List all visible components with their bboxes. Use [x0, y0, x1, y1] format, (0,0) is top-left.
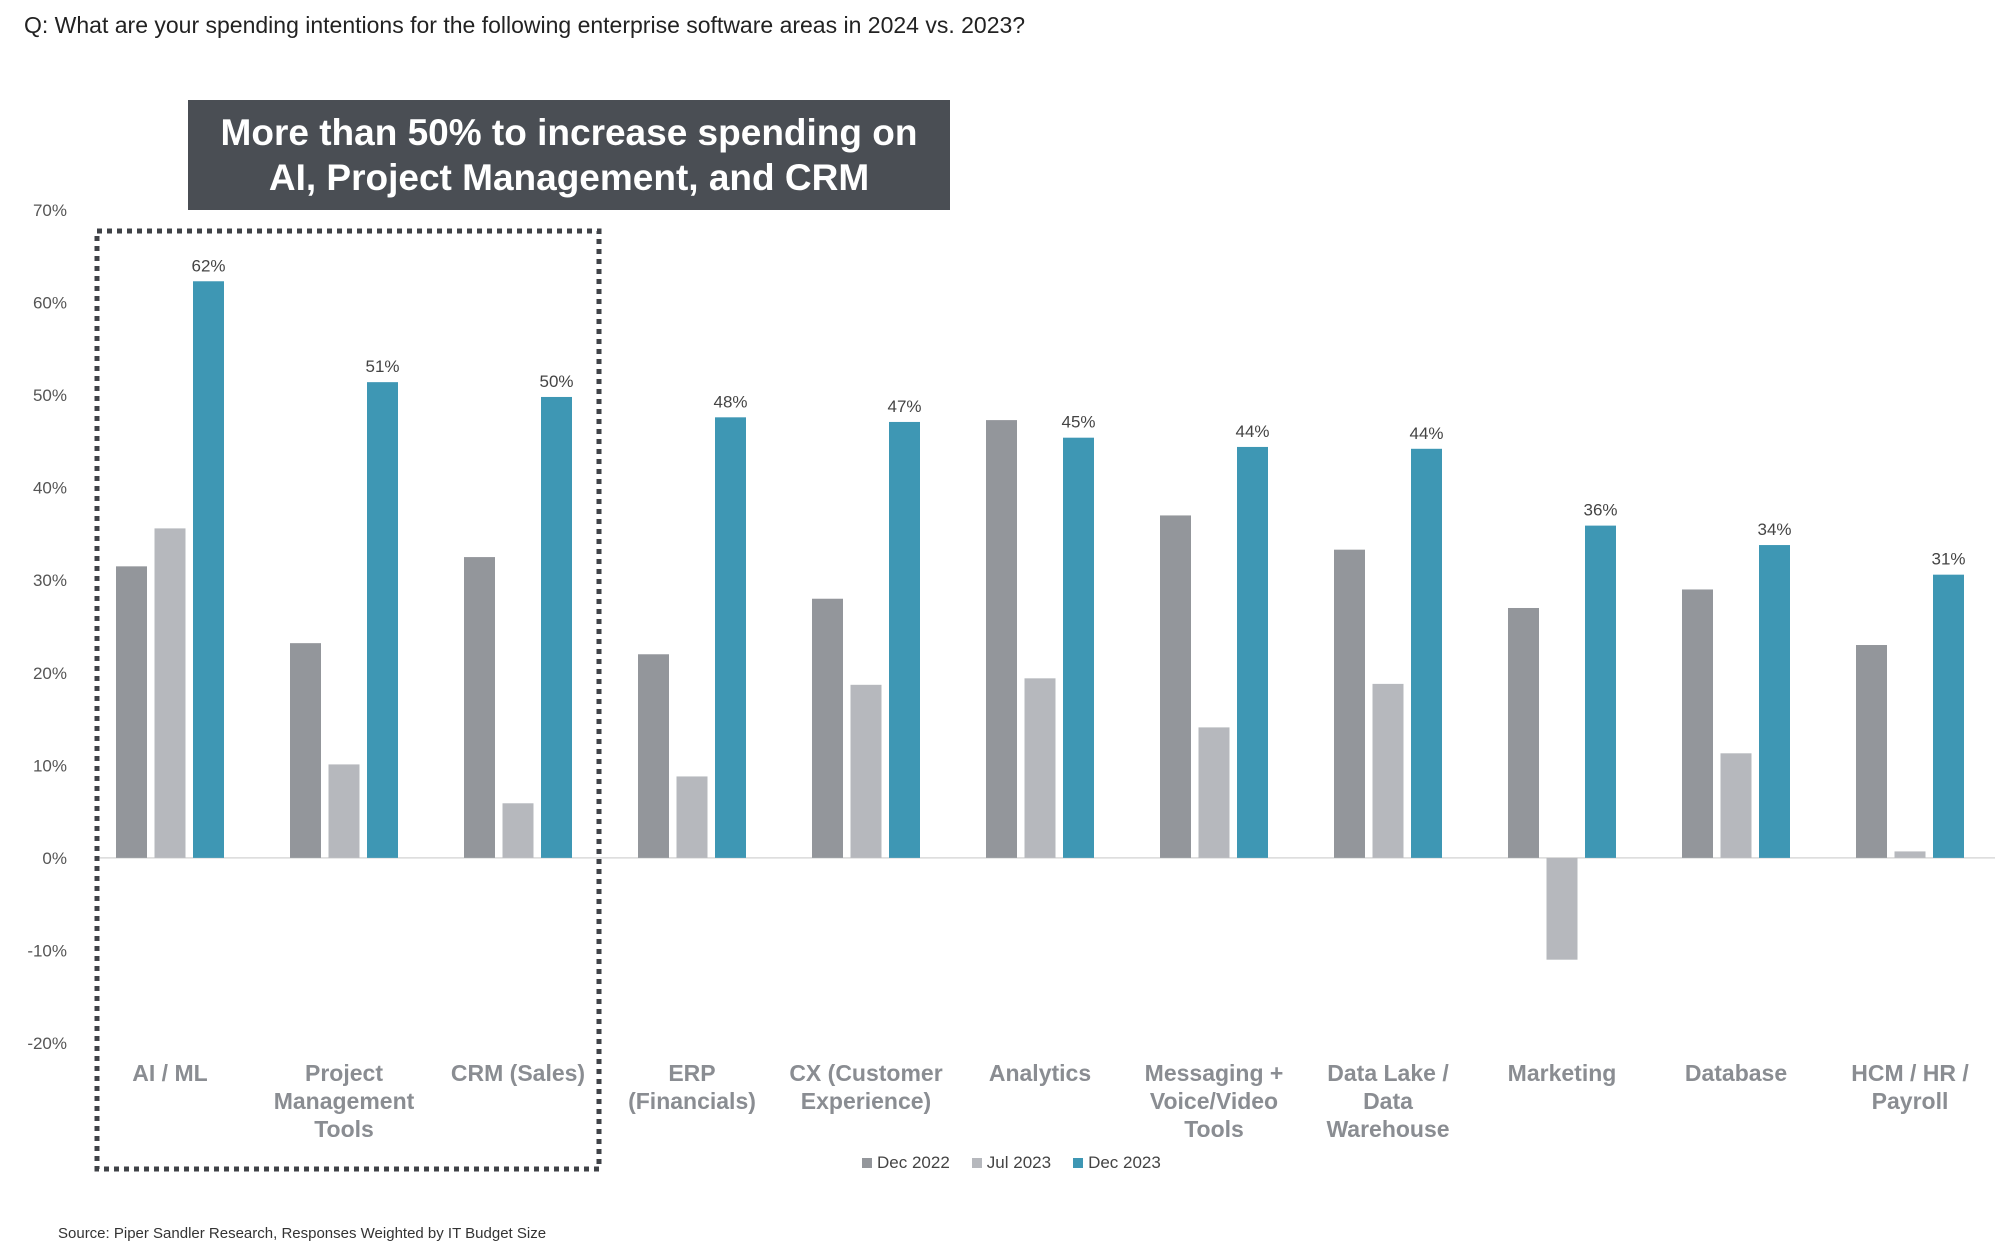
bar-dec-2022: [812, 598, 843, 858]
bar-jul-2023: [1546, 857, 1578, 960]
bar-jul-2023: [1198, 727, 1230, 858]
category-label: Tools: [314, 1116, 374, 1142]
category-label: Data: [1363, 1088, 1413, 1114]
bar-dec-2022: [1160, 515, 1191, 858]
legend-label-dec-2023: Dec 2023: [1088, 1153, 1161, 1172]
question-text: Q: What are your spending intentions for…: [24, 12, 1026, 38]
bar-dec-2022: [1334, 549, 1365, 858]
category-label: Payroll: [1872, 1088, 1949, 1114]
bar-dec-2022: [1682, 589, 1713, 858]
bar-jul-2023: [154, 528, 186, 858]
category-label: Voice/Video: [1150, 1088, 1278, 1114]
bar-dec-2023: [541, 396, 572, 858]
legend-swatch-jul-2023: [971, 1158, 982, 1168]
bar-jul-2023: [1894, 851, 1926, 858]
y-tick-label: 0%: [42, 849, 67, 868]
category-label: CX (Customer: [789, 1060, 942, 1086]
category-label: HCM / HR /: [1851, 1060, 1969, 1086]
category-label: Tools: [1184, 1116, 1244, 1142]
callout-line-1: More than 50% to increase spending on: [220, 112, 918, 153]
bar-dec-2022: [638, 654, 669, 858]
legend-label-jul-2023: Jul 2023: [986, 1153, 1052, 1172]
callout-line-2: AI, Project Management, and CRM: [268, 157, 870, 198]
value-labels-group: 62% 51% 50% 48% 47% 45% 44% 44% 36% 34% 31%: [191, 256, 1965, 568]
bar-dec-2023: [889, 421, 920, 858]
category-label: Project: [305, 1060, 383, 1086]
bar-jul-2023: [850, 684, 882, 858]
legend-item-dec-2022: Dec 2022: [862, 1153, 950, 1173]
data-label: 47%: [887, 397, 921, 416]
bar-dec-2022: [464, 557, 495, 858]
bar-dec-2023: [1585, 525, 1616, 858]
legend-label-dec-2022: Dec 2022: [877, 1153, 950, 1172]
data-label: 45%: [1061, 413, 1095, 432]
data-label: 51%: [365, 357, 399, 376]
bar-dec-2022: [986, 420, 1017, 858]
data-label: 62%: [191, 256, 225, 275]
category-label: Data Lake /: [1327, 1060, 1449, 1086]
category-label: Analytics: [989, 1060, 1091, 1086]
y-tick-label: 60%: [33, 294, 67, 313]
category-label: (Financials): [628, 1088, 756, 1114]
bar-dec-2023: [1933, 574, 1964, 858]
bar-jul-2023: [1372, 683, 1404, 858]
data-label: 31%: [1931, 550, 1965, 569]
category-label: Management: [274, 1088, 415, 1114]
y-tick-label: 20%: [33, 664, 67, 683]
y-tick-label: -10%: [27, 941, 67, 960]
bar-dec-2023: [1759, 545, 1790, 858]
bar-dec-2023: [1063, 437, 1094, 858]
y-axis: 70% 60% 50% 40% 30% 20% 10% 0% -10% -20%: [27, 201, 67, 1053]
y-tick-label: 50%: [33, 386, 67, 405]
category-label: Warehouse: [1326, 1116, 1449, 1142]
data-label: 36%: [1583, 501, 1617, 520]
bar-jul-2023: [1024, 678, 1056, 858]
legend-item-dec-2023: Dec 2023: [1073, 1153, 1161, 1173]
bar-dec-2023: [1411, 448, 1442, 858]
bar-jul-2023: [502, 803, 534, 858]
y-tick-label: 40%: [33, 479, 67, 498]
bar-jul-2023: [328, 764, 360, 858]
y-tick-label: 10%: [33, 756, 67, 775]
legend-swatch-dec-2022: [862, 1158, 872, 1168]
y-tick-label: 30%: [33, 571, 67, 590]
y-tick-label: -20%: [27, 1034, 67, 1053]
data-label: 34%: [1757, 520, 1791, 539]
bar-dec-2023: [1237, 446, 1268, 858]
bar-dec-2023: [367, 382, 398, 858]
data-label: 48%: [713, 392, 747, 411]
source-note: Source: Piper Sandler Research, Response…: [58, 1225, 547, 1242]
bar-dec-2022: [1508, 607, 1539, 858]
bar-dec-2023: [193, 281, 224, 858]
legend-swatch-dec-2023: [1073, 1158, 1084, 1168]
category-label: Messaging +: [1145, 1060, 1284, 1086]
bar-dec-2023: [715, 417, 746, 858]
data-label: 44%: [1409, 424, 1443, 443]
y-tick-label: 70%: [33, 201, 67, 220]
category-label: ERP: [668, 1060, 715, 1086]
legend-item-jul-2023: Jul 2023: [971, 1153, 1052, 1173]
bar-jul-2023: [1720, 753, 1752, 858]
category-label: AI / ML: [132, 1060, 207, 1086]
highlight-box: [94, 228, 602, 1172]
data-label: 50%: [539, 372, 573, 391]
bar-dec-2022: [1856, 645, 1887, 858]
category-label: Marketing: [1508, 1060, 1617, 1086]
callout-box: More than 50% to increase spending on AI…: [188, 100, 950, 210]
category-label: Experience): [801, 1088, 931, 1114]
category-label: Database: [1685, 1060, 1787, 1086]
bar-jul-2023: [676, 776, 708, 858]
category-label: CRM (Sales): [451, 1060, 585, 1086]
bar-dec-2022: [116, 566, 147, 858]
bars-group: [116, 281, 1964, 960]
bar-dec-2022: [290, 643, 321, 858]
data-label: 44%: [1235, 422, 1269, 441]
legend: Dec 2022 Jul 2023 Dec 2023: [862, 1153, 1161, 1173]
